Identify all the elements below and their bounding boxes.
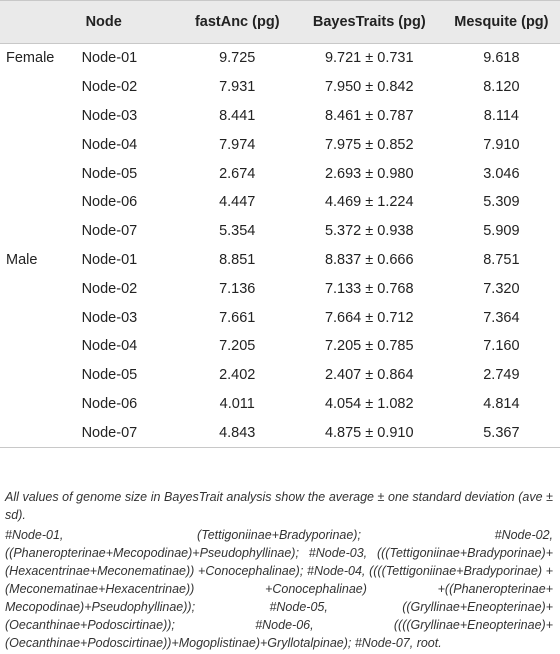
mesquite-cell: 5.909 [483, 223, 520, 240]
fastanc-cell: 7.205 [219, 338, 256, 355]
bayestraits-cell: 7.664 ± 0.712 [324, 309, 414, 326]
fastanc-cell: 5.354 [219, 223, 256, 240]
node-cell: Node-05 [81, 367, 138, 384]
fastanc-cell: 9.725 [219, 50, 256, 67]
fastanc-cell: 8.441 [219, 107, 256, 124]
fastanc-cell: 7.661 [219, 309, 256, 326]
bayestraits-cell: 2.693 ± 0.980 [324, 165, 414, 182]
node-cell: Node-03 [81, 107, 138, 124]
table-row: Node-03 8.441 8.461 ± 0.787 8.114 [0, 102, 560, 131]
header-row: Node fastAnc (pg) BayesTraits (pg) Mesqu… [0, 0, 560, 44]
mesquite-cell: 7.320 [483, 280, 520, 297]
node-cell: Node-05 [81, 165, 138, 182]
table-row: Node-02 7.931 7.950 ± 0.842 8.120 [0, 73, 560, 102]
table-row: Node-02 7.136 7.133 ± 0.768 7.320 [0, 274, 560, 303]
node-cell: Node-02 [81, 79, 138, 96]
header-fastanc: fastAnc (pg) [178, 0, 296, 44]
mesquite-cell: 4.814 [483, 395, 520, 412]
node-cell: Node-01 [81, 251, 138, 268]
mesquite-cell: 5.367 [442, 418, 560, 449]
bayestraits-cell: 4.469 ± 1.224 [324, 194, 414, 211]
bayestraits-cell: 7.950 ± 0.842 [324, 79, 414, 96]
fastanc-cell: 4.011 [219, 395, 255, 412]
fastanc-cell: 2.674 [219, 165, 256, 182]
mesquite-cell: 8.120 [483, 79, 520, 96]
node-cell: Node-04 [81, 136, 138, 153]
fastanc-cell: 4.447 [219, 194, 256, 211]
fastanc-cell: 2.402 [219, 367, 256, 384]
bayestraits-cell: 7.975 ± 0.852 [324, 136, 414, 153]
mesquite-cell: 5.309 [483, 194, 520, 211]
fastanc-cell: 7.136 [219, 280, 256, 297]
footnote-nodes: #Node-01, (Tettigoniinae+Bradyporinae); … [5, 528, 553, 650]
table-row: Node-04 7.205 7.205 ± 0.785 7.160 [0, 332, 560, 361]
table-row: Male Node-01 8.851 8.837 ± 0.666 8.751 [0, 246, 560, 275]
header-node: Node [81, 0, 179, 44]
fastanc-cell: 7.931 [219, 79, 256, 96]
bayestraits-cell: 9.721 ± 0.731 [324, 50, 414, 67]
footnote-sd: All values of genome size in BayesTrait … [5, 490, 553, 522]
bayestraits-cell: 7.133 ± 0.768 [324, 280, 414, 297]
mesquite-cell: 7.160 [483, 338, 520, 355]
table-footnotes: All values of genome size in BayesTrait … [5, 488, 553, 654]
table-row: Node-03 7.661 7.664 ± 0.712 7.364 [0, 303, 560, 332]
fastanc-cell: 7.974 [219, 136, 256, 153]
header-bayestraits: BayesTraits (pg) [295, 0, 443, 44]
node-cell: Node-03 [81, 309, 138, 326]
header-mesquite: Mesquite (pg) [442, 0, 560, 44]
bayestraits-cell: 8.837 ± 0.666 [324, 251, 414, 268]
bayestraits-cell: 8.461 ± 0.787 [324, 107, 414, 124]
genome-size-table: Node fastAnc (pg) BayesTraits (pg) Mesqu… [0, 0, 560, 449]
mesquite-cell: 9.618 [483, 50, 520, 67]
node-cell: Node-02 [81, 280, 138, 297]
mesquite-cell: 3.046 [483, 165, 520, 182]
mesquite-cell: 7.364 [483, 309, 520, 326]
table-row: Node-06 4.011 4.054 ± 1.082 4.814 [0, 390, 560, 419]
table-row: Female Node-01 9.725 9.721 ± 0.731 9.618 [0, 44, 560, 73]
bayestraits-cell: 7.205 ± 0.785 [324, 338, 414, 355]
node-cell: Node-04 [81, 338, 138, 355]
mesquite-cell: 2.749 [483, 367, 520, 384]
node-cell: Node-06 [81, 395, 138, 412]
bayestraits-cell: 5.372 ± 0.938 [324, 223, 414, 240]
table-row: Node-04 7.974 7.975 ± 0.852 7.910 [0, 130, 560, 159]
fastanc-cell: 4.843 [178, 418, 296, 449]
fastanc-cell: 8.851 [219, 251, 256, 268]
mesquite-cell: 7.910 [483, 136, 520, 153]
bayestraits-cell: 2.407 ± 0.864 [324, 367, 414, 384]
node-cell: Node-01 [81, 50, 138, 67]
node-cell: Node-07 [81, 223, 138, 240]
group-label: Male [6, 251, 38, 268]
table-row: Node-05 2.402 2.407 ± 0.864 2.749 [0, 361, 560, 390]
table-row: Node-05 2.674 2.693 ± 0.980 3.046 [0, 159, 560, 188]
table-row: Node-06 4.447 4.469 ± 1.224 5.309 [0, 188, 560, 217]
header-group [0, 0, 82, 44]
table-row: Node-07 4.843 4.875 ± 0.910 5.367 [0, 418, 560, 449]
node-cell: Node-06 [81, 194, 138, 211]
mesquite-cell: 8.114 [483, 107, 519, 124]
group-label: Female [6, 50, 55, 67]
node-cell: Node-07 [81, 418, 179, 449]
mesquite-cell: 8.751 [483, 251, 520, 268]
bayestraits-cell: 4.875 ± 0.910 [295, 418, 443, 449]
table-row: Node-07 5.354 5.372 ± 0.938 5.909 [0, 217, 560, 246]
bayestraits-cell: 4.054 ± 1.082 [324, 395, 414, 412]
